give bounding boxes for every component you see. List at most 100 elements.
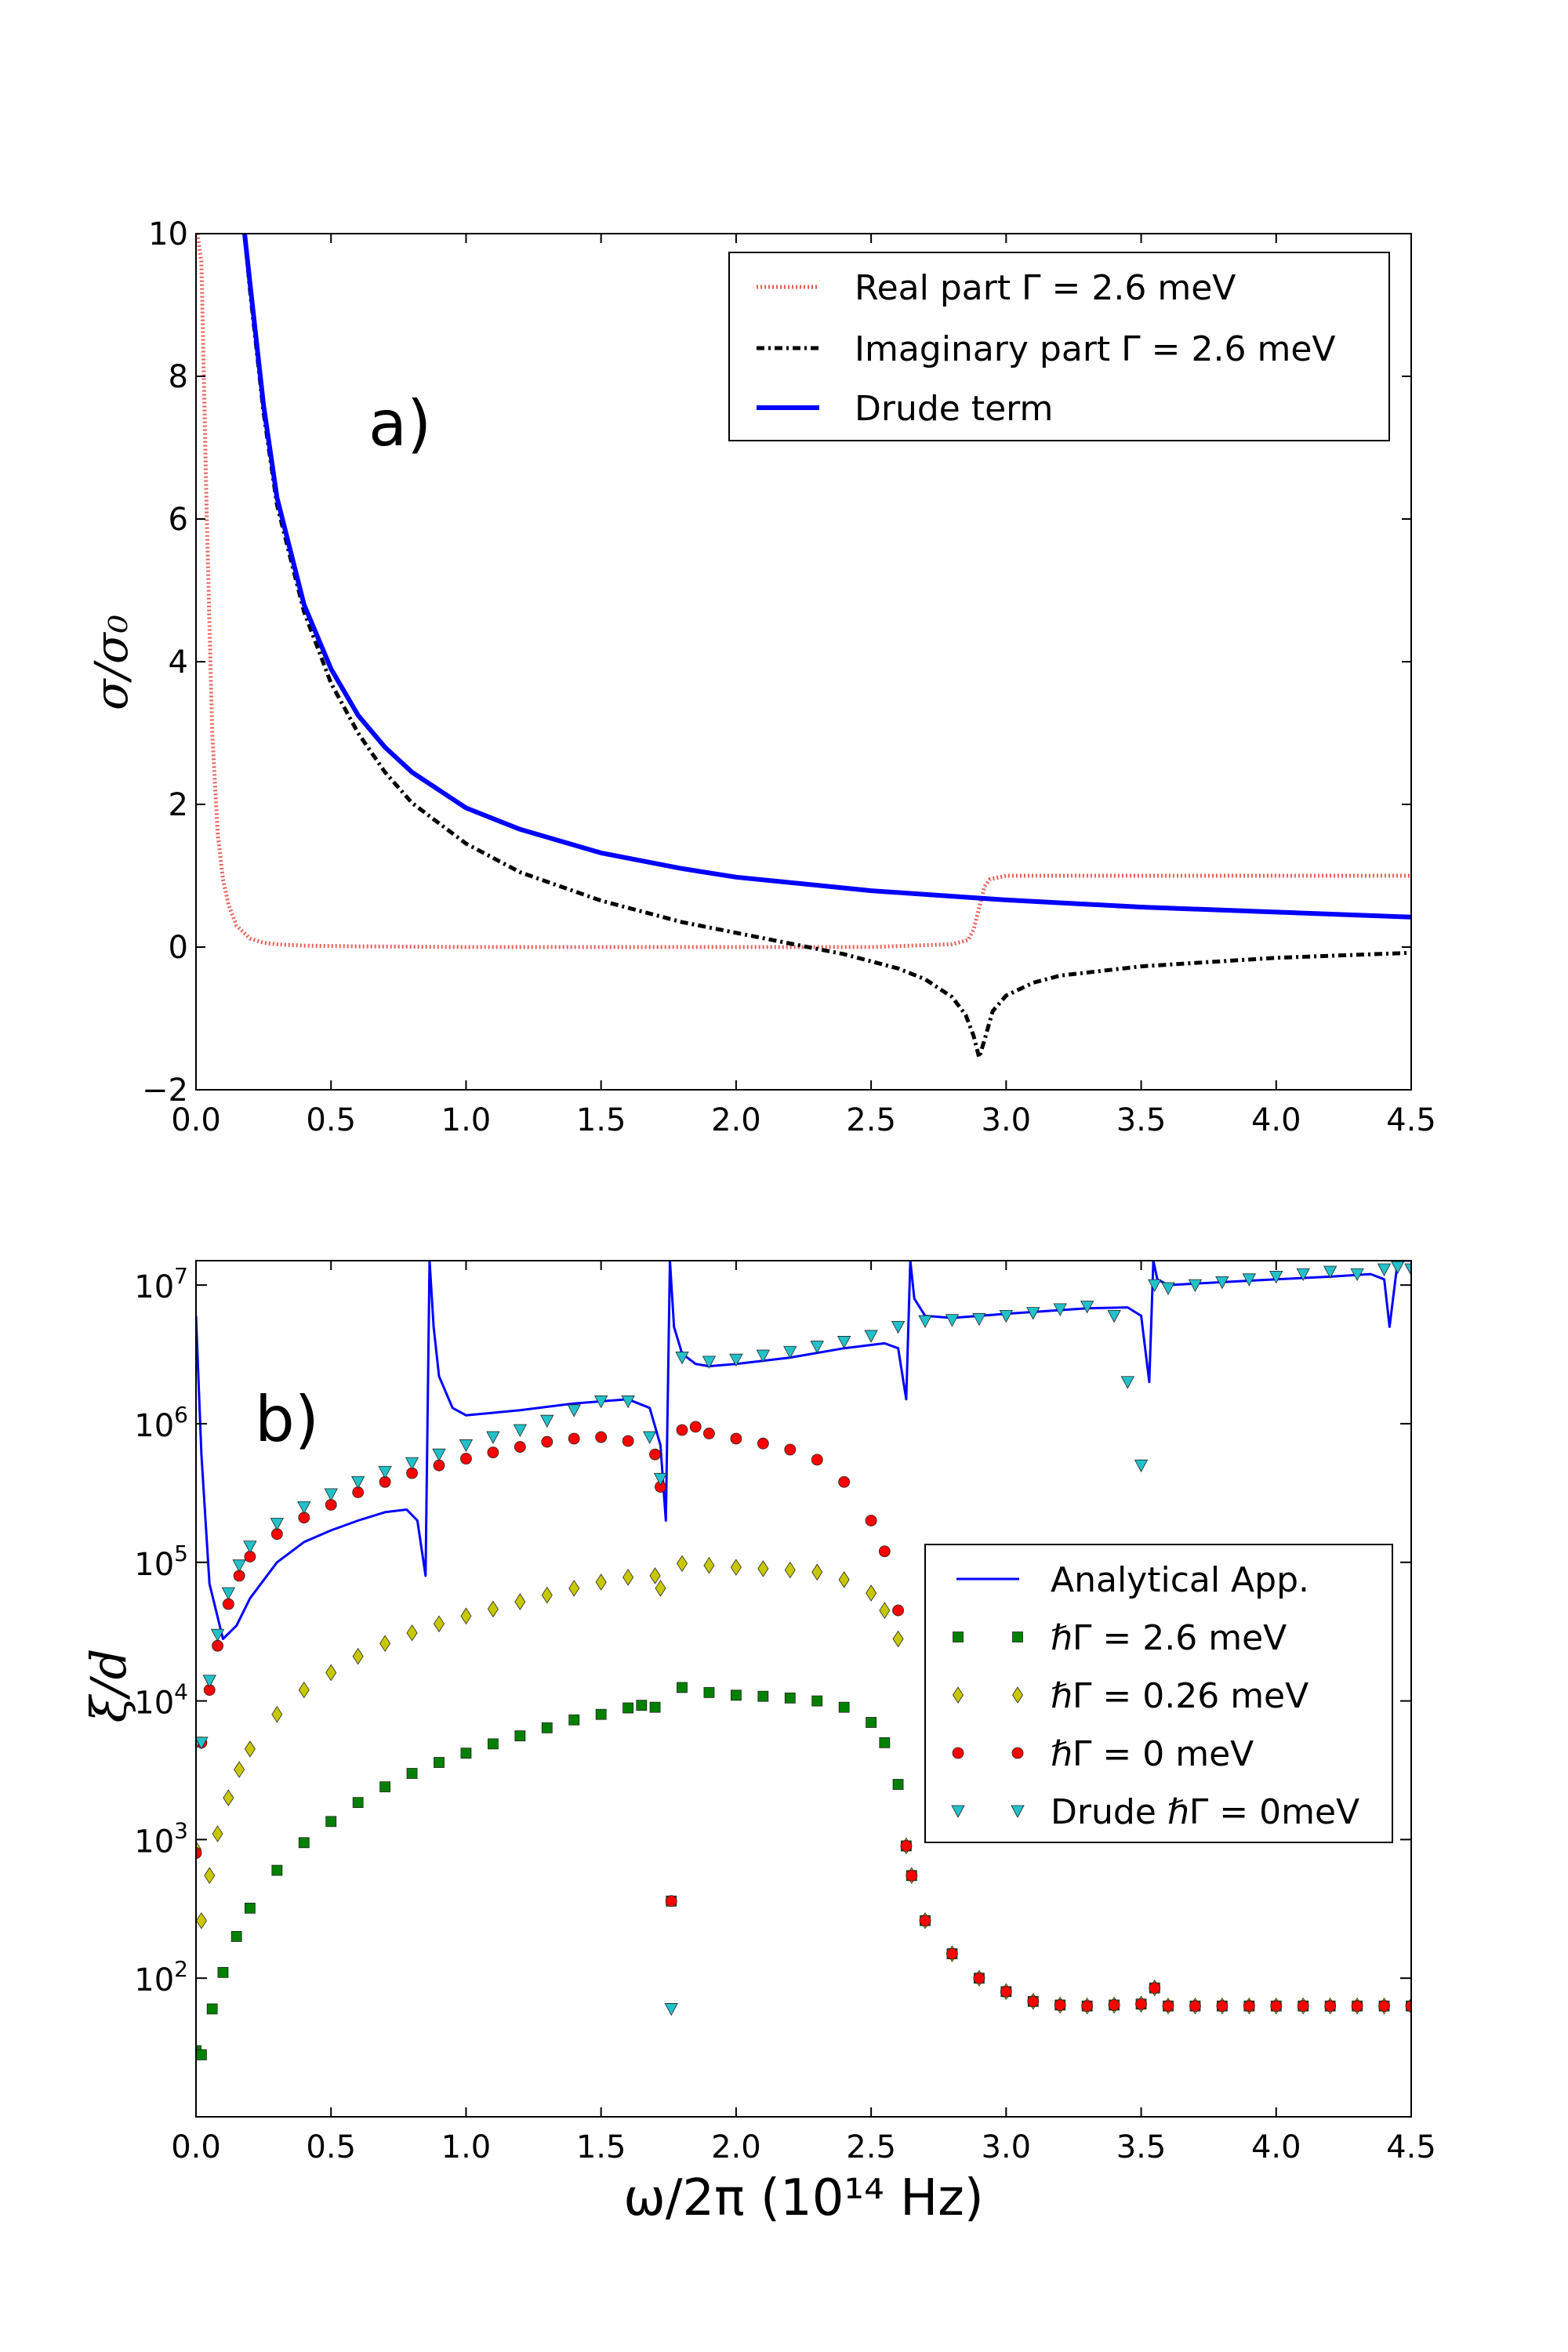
panel-a: 0.0 0.5 1.0 1.5 2.0 2.5 3.0 3.5 4.0 4.5−20246810 … (85, 216, 1436, 1138)
data-point (460, 1453, 472, 1465)
panel-b-xtick-label: 4.5 (1386, 2129, 1436, 2165)
data-point (540, 1414, 554, 1428)
data-point (1027, 1995, 1040, 2008)
data-point (352, 1797, 364, 1809)
data-point (432, 1448, 446, 1462)
data-point (757, 1560, 769, 1577)
data-point (206, 2003, 218, 2015)
data-point (864, 1330, 878, 1343)
panel-a-xtick-label: 0.5 (306, 1102, 356, 1138)
legend-label-imaginary-part: Imaginary part Γ = 2.6 meV (855, 329, 1336, 369)
panel-a-ytick-label: −2 (142, 1073, 188, 1109)
data-point (541, 1436, 554, 1448)
data-point (204, 1867, 216, 1885)
legend-marker-0-mev (952, 1747, 964, 1759)
data-point (784, 1443, 797, 1456)
legend-label-drude-term: Drude term (855, 389, 1053, 429)
data-point (655, 1580, 666, 1597)
data-point (1189, 2000, 1201, 2013)
data-point (459, 1439, 474, 1453)
series-line-imaginary-part-2-6-mev (242, 234, 1411, 1060)
data-point (350, 1475, 365, 1490)
data-point (891, 1320, 906, 1334)
data-point (405, 1457, 419, 1471)
data-point (664, 2003, 678, 2016)
data-point (838, 1571, 850, 1588)
panel-a-xtick-label: 3.0 (982, 1102, 1032, 1138)
data-point (270, 1518, 285, 1531)
data-point (514, 1730, 526, 1741)
legend-marker-drude-0mev (1011, 1805, 1025, 1818)
data-point (757, 1690, 769, 1702)
data-point (1162, 2000, 1174, 2013)
data-point (1269, 1271, 1283, 1284)
panel-b-xtick-label: 3.5 (1116, 2129, 1167, 2165)
data-point (649, 1701, 661, 1713)
data-point (1108, 1999, 1120, 2011)
data-point (730, 1432, 742, 1445)
panel-b-legend: Analytical App. ℏΓ = 2.6 meV ℏΓ = 0.26 m… (924, 1544, 1393, 1843)
legend-label-drude-hgamma-0: Drude ℏΓ = 0meV (1051, 1792, 1359, 1832)
data-point (324, 1488, 338, 1501)
panel-b-xtick-label: 3.0 (982, 2129, 1032, 2165)
data-point (946, 1947, 958, 1960)
legend-marker-drude-0mev (951, 1805, 965, 1818)
panel-b-label: b) (255, 1383, 319, 1456)
data-point (865, 1515, 877, 1526)
data-point (379, 1635, 391, 1652)
panel-a-legend: Real part Γ = 2.6 meV Imaginary part Γ =… (728, 252, 1390, 441)
panel-a-xtick-label: 2.5 (846, 1102, 896, 1138)
data-point (1216, 2000, 1229, 2013)
data-point (919, 1915, 931, 1927)
panel-b: 0.0 0.5 1.0 1.5 2.0 2.5 3.0 3.5 4.0 4.5 102 103 104 1… (80, 1260, 1436, 2227)
data-point (636, 1700, 648, 1711)
panel-a-xtick-label: 0.0 (171, 1102, 221, 1138)
data-point (486, 1431, 500, 1444)
data-point (298, 1681, 310, 1699)
data-point (784, 1692, 796, 1704)
data-point (892, 1779, 904, 1790)
data-point (1378, 2000, 1390, 2013)
data-point (244, 1902, 256, 1914)
data-point (514, 1593, 526, 1610)
panel-b-legend-symbols (951, 1577, 1025, 1818)
data-point (973, 1972, 985, 1984)
data-point (810, 1341, 824, 1354)
data-point (406, 1768, 418, 1779)
legend-label-hgamma-0: ℏΓ = 0 meV (1051, 1734, 1254, 1774)
panel-b-xlabel: ω/2π (10¹⁴ Hz) (623, 2169, 984, 2227)
data-point (622, 1569, 634, 1586)
data-point (1242, 1273, 1257, 1287)
legend-label-analytical: Analytical App. (1051, 1560, 1309, 1600)
data-point (230, 1931, 242, 1942)
data-point (1026, 1307, 1040, 1320)
data-point (221, 1587, 236, 1600)
data-point (783, 1345, 797, 1359)
data-point (1296, 1268, 1310, 1281)
data-point (352, 1647, 364, 1665)
data-point (234, 1761, 245, 1778)
data-point (900, 1840, 913, 1852)
data-point (703, 1686, 715, 1698)
series-0-mev (196, 1421, 1411, 2013)
data-point (487, 1600, 499, 1618)
data-point (1405, 2000, 1411, 2013)
legend-marker-0-mev (1011, 1747, 1024, 1759)
series-line-real-part-2-6-mev (196, 234, 1411, 949)
data-point (1270, 2000, 1283, 2013)
data-point (866, 1717, 877, 1728)
data-point (434, 1757, 445, 1768)
panel-b-ytick-label: 106 (134, 1402, 188, 1444)
panel-a-xtick-label: 4.5 (1386, 1102, 1436, 1138)
data-point (879, 1737, 891, 1748)
panel-a-xtick-label: 3.5 (1116, 1102, 1167, 1138)
data-point (196, 2049, 207, 2060)
panel-a-xtick-label: 2.0 (711, 1102, 761, 1138)
data-point (244, 1740, 256, 1758)
data-point (879, 1602, 891, 1619)
data-point (665, 1895, 677, 1907)
data-point (676, 1424, 688, 1436)
data-point (653, 1472, 668, 1486)
data-point (487, 1738, 499, 1750)
